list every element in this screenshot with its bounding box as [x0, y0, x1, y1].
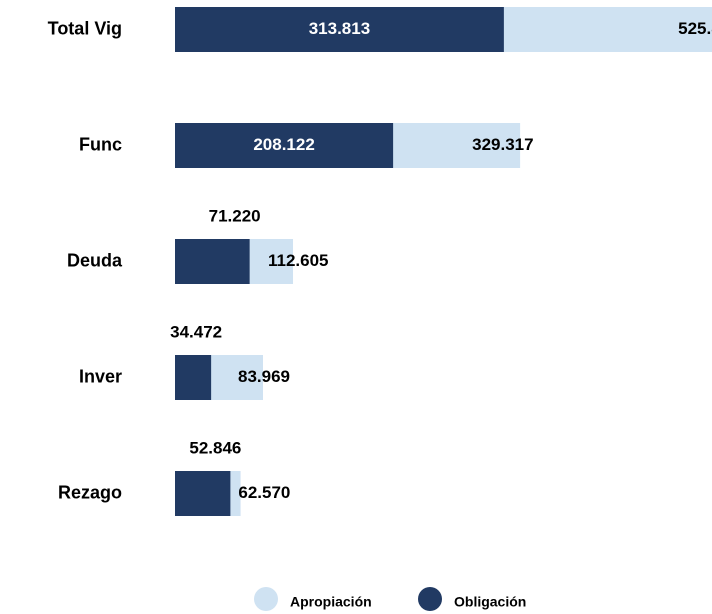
- value-label: 313.813: [309, 19, 370, 38]
- legend-swatch: [254, 587, 278, 611]
- category-label: Deuda: [67, 250, 123, 270]
- category-label: Rezago: [58, 482, 122, 502]
- bar-obligacion: [175, 123, 394, 168]
- bar-obligacion: [175, 355, 212, 400]
- category-label: Func: [79, 134, 122, 154]
- value-label: 208.122: [253, 135, 314, 154]
- category-label: Inver: [79, 366, 122, 386]
- bar-obligacion: [175, 239, 250, 284]
- value-label: 329.317: [472, 135, 533, 154]
- value-label: 112.605: [268, 251, 329, 270]
- legend-swatch: [418, 587, 442, 611]
- value-label: 71.220: [209, 206, 261, 225]
- value-label: 62.570: [238, 483, 290, 502]
- value-label: 525.891: [678, 19, 712, 38]
- bar-obligacion: [175, 471, 231, 516]
- legend-label: Apropiación: [290, 594, 372, 610]
- value-label: 83.969: [238, 367, 290, 386]
- value-label: 34.472: [170, 322, 222, 341]
- category-label: Total Vig: [48, 18, 122, 38]
- value-label: 52.846: [189, 438, 241, 457]
- legend-label: Obligación: [454, 594, 526, 610]
- bar-obligacion: [175, 7, 504, 52]
